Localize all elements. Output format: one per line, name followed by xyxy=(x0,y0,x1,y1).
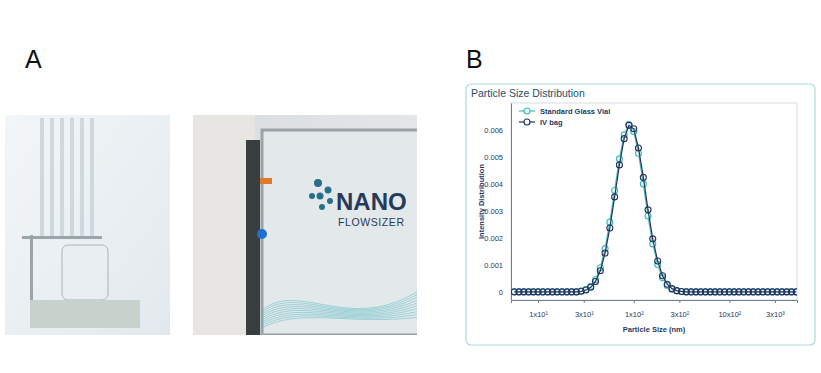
series-marker xyxy=(621,136,627,142)
y-axis-line xyxy=(511,104,512,301)
series-marker xyxy=(593,278,599,284)
x-tick: 10x10² xyxy=(718,300,741,319)
bag xyxy=(193,115,255,335)
series-marker xyxy=(640,181,646,187)
legend-marker xyxy=(524,119,530,125)
x-tick-label: 10x10² xyxy=(718,310,741,319)
logo-dot xyxy=(317,193,324,200)
x-tick: 1x10¹ xyxy=(529,300,548,319)
stand-arm xyxy=(22,236,102,239)
panel-label: B xyxy=(466,45,483,73)
x-tick-mark xyxy=(729,300,730,303)
y-tick: 0.002 xyxy=(484,234,511,243)
x-tick-label: 3x10³ xyxy=(766,310,785,319)
legend-label: IV bag xyxy=(540,118,563,127)
x-tick-mark xyxy=(584,300,585,303)
plot-frame xyxy=(511,103,797,300)
y-axis-title: Intensity Distribution xyxy=(477,164,486,239)
series-marker xyxy=(597,268,603,274)
series-marker xyxy=(645,207,651,213)
y-axis: 0 0.001 0.002 0.003 0.004 0.005 0.006 xyxy=(484,104,511,301)
x-axis-line xyxy=(512,301,798,304)
chart-card xyxy=(466,84,815,345)
x-tick-label: 1x10¹ xyxy=(529,310,548,319)
photo-background xyxy=(5,115,170,335)
x-tick-label: 3x10² xyxy=(670,310,689,319)
panel-label: A xyxy=(25,45,42,73)
base xyxy=(30,300,140,328)
x-tick: 3x10¹ xyxy=(575,300,594,319)
x-tick-label: 3x10¹ xyxy=(575,310,594,319)
logo-dot xyxy=(325,187,332,194)
y-tick: 0.004 xyxy=(484,180,511,189)
tube xyxy=(80,118,84,238)
y-tick-label: 0.006 xyxy=(484,126,503,135)
wave xyxy=(262,317,417,328)
x-axis-title: Particle Size (nm) xyxy=(623,325,686,334)
y-tick-label: 0.003 xyxy=(484,207,503,216)
connector xyxy=(260,178,272,184)
series-marker xyxy=(612,187,618,193)
tube xyxy=(60,118,64,238)
series-marker xyxy=(612,194,618,200)
series-marker xyxy=(588,284,594,290)
x-axis: 1x10¹ 3x10¹ 1x10² 3x10² 10x10² 3x10³ xyxy=(512,300,798,319)
y-tick-label: 0.005 xyxy=(484,153,503,162)
legend-label: Standard Glass Vial xyxy=(540,107,610,116)
series-marker xyxy=(793,289,797,295)
series-marker xyxy=(645,213,651,219)
x-tick: 1x10² xyxy=(625,300,644,319)
x-tick-mark xyxy=(634,300,635,303)
series-line xyxy=(514,125,796,292)
series-marker xyxy=(631,126,637,132)
plot-marks xyxy=(511,122,797,295)
series-marker xyxy=(640,174,646,180)
series-marker xyxy=(602,250,608,256)
y-tick: 0.006 xyxy=(484,126,511,135)
logo-dot xyxy=(327,198,333,204)
series-marker xyxy=(635,145,641,151)
x-tick-mark xyxy=(775,300,776,303)
y-tick: 0.005 xyxy=(484,153,511,162)
logo-text: NANO xyxy=(336,188,407,215)
y-tick: 0.003 xyxy=(484,207,511,216)
tube xyxy=(40,118,44,238)
x-tick-mark xyxy=(538,300,539,303)
logo-dot xyxy=(314,179,322,187)
chart-title: Particle Size Distribution xyxy=(471,87,585,99)
series-marker xyxy=(616,162,622,168)
x-tick-label: 1x10² xyxy=(625,310,644,319)
y-tick: 0 xyxy=(499,288,511,297)
tube xyxy=(50,118,54,238)
device-panel xyxy=(262,130,417,335)
series-marker xyxy=(655,258,661,264)
clamp xyxy=(246,140,260,335)
figure: A B NANOFLOWSIZER Particle Size Distributio… xyxy=(0,0,821,373)
series-marker xyxy=(607,225,613,231)
logo-dot xyxy=(309,193,315,199)
y-tick: 0.001 xyxy=(484,261,511,270)
y-tick-label: 0 xyxy=(499,288,503,297)
logo-text: FLOWSIZER xyxy=(338,216,405,228)
series-marker xyxy=(660,273,666,279)
x-tick-mark xyxy=(679,300,680,303)
x-tick: 3x10² xyxy=(670,300,689,319)
y-tick-label: 0.004 xyxy=(484,180,503,189)
photo-b: NANOFLOWSIZER xyxy=(193,115,417,335)
y-tick-label: 0.002 xyxy=(484,234,503,243)
y-tick-label: 0.001 xyxy=(484,261,503,270)
x-tick: 3x10³ xyxy=(766,300,785,319)
bag xyxy=(62,245,108,300)
photo-a xyxy=(5,115,170,335)
legend-marker xyxy=(524,108,530,114)
connector xyxy=(257,229,267,239)
series-marker xyxy=(650,236,656,242)
tube xyxy=(90,118,94,238)
series-marker xyxy=(616,156,622,162)
series-line xyxy=(514,125,796,292)
tube xyxy=(70,118,74,238)
logo-dot xyxy=(319,204,325,210)
legend: Standard Glass Vial IV bag xyxy=(519,107,610,127)
